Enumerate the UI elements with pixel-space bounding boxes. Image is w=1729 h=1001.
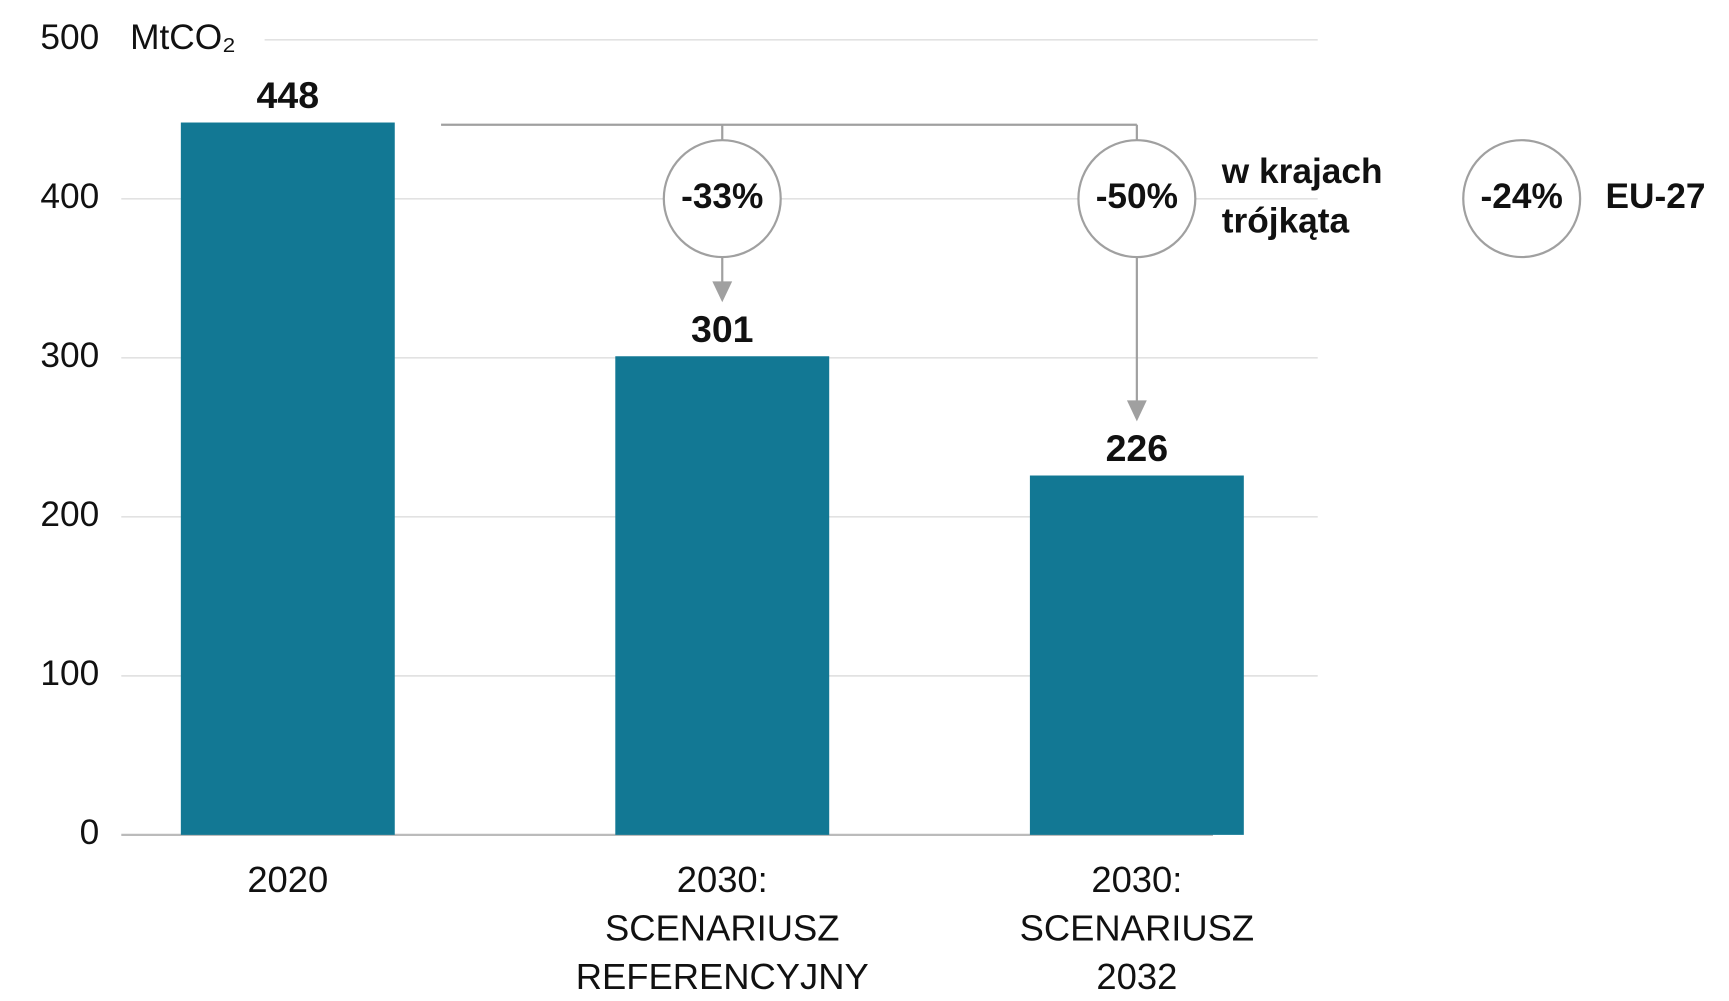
y-tick-label: 500	[40, 18, 99, 57]
annotation-circle	[1077, 139, 1197, 259]
x-tick-label: 2032	[1096, 956, 1177, 996]
y-tick-label: 0	[80, 813, 100, 852]
x-tick-label: SCENARIUSZ	[605, 907, 839, 948]
x-tick-label: 2030:	[1091, 859, 1182, 900]
y-tick-label: 300	[40, 336, 99, 375]
x-tick-label: 2030:	[677, 859, 768, 900]
annotation-value: -50%	[1096, 177, 1178, 216]
y-tick-label: 200	[40, 495, 99, 534]
annotation-value: -33%	[681, 177, 763, 216]
annotation-circle	[1462, 139, 1582, 259]
x-tick-label: SCENARIUSZ	[1020, 907, 1254, 948]
x-tick-label: 2020	[247, 859, 328, 900]
value-label: 301	[691, 308, 754, 350]
annotation-value: -24%	[1481, 177, 1563, 216]
annotation-circle	[662, 139, 782, 259]
value-label: 448	[257, 74, 320, 116]
y-tick-label: 400	[40, 177, 99, 216]
bar	[1029, 475, 1244, 835]
annotation-label: w krajach	[1221, 152, 1383, 191]
arrowhead	[712, 281, 733, 303]
y-unit: MtCO₂	[130, 18, 236, 57]
bar	[615, 356, 830, 835]
arrowhead	[1126, 400, 1147, 422]
y-tick-label: 100	[40, 654, 99, 693]
annotation-label: EU-27	[1606, 177, 1706, 216]
bar	[180, 122, 395, 835]
x-tick-label: REFERENCYJNY	[576, 956, 869, 996]
annotation-label: trójkąta	[1222, 202, 1350, 241]
value-label: 226	[1106, 427, 1169, 469]
